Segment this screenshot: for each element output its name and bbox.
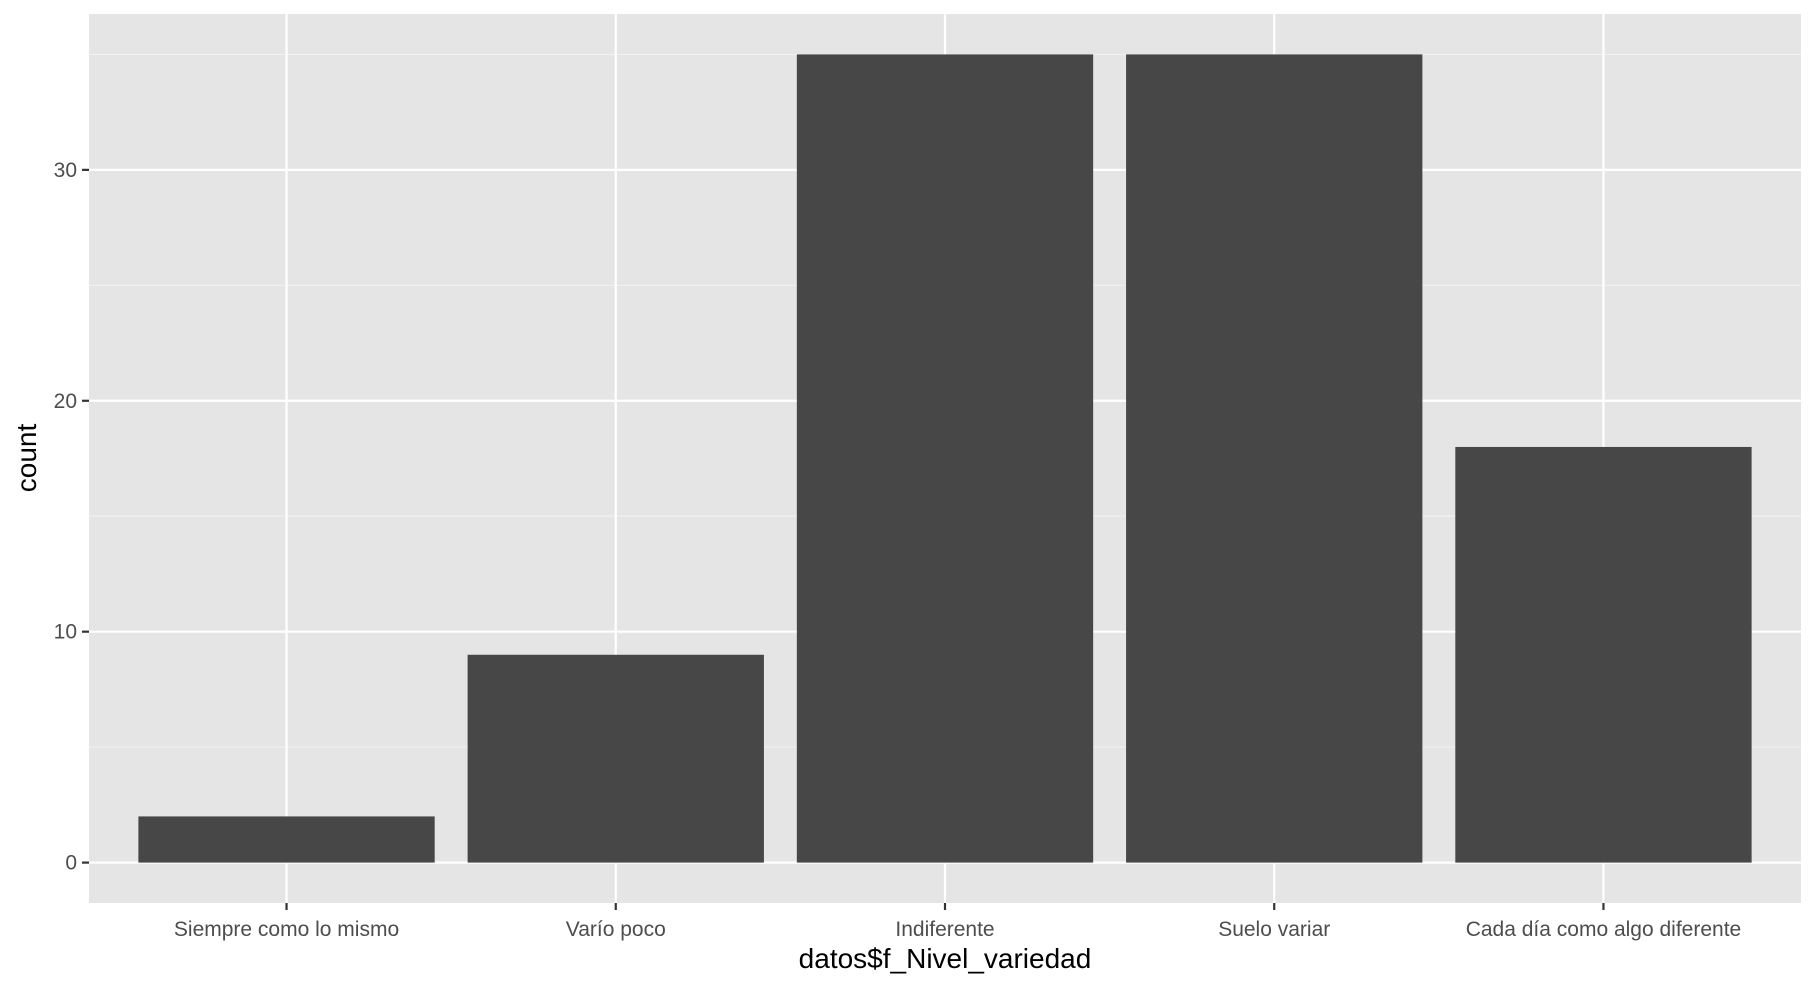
x-axis-title: datos$f_Nivel_variedad: [799, 943, 1092, 974]
bar: [138, 816, 435, 863]
bar: [796, 54, 1094, 863]
x-tick-label: Siempre como lo mismo: [174, 918, 399, 941]
x-tick-label: Varío poco: [566, 918, 666, 941]
bars: [138, 54, 1752, 863]
y-axis: 0 10 20 30: [54, 159, 89, 875]
bar: [1455, 446, 1752, 863]
bar: [1126, 54, 1423, 863]
y-tick-label: 20: [54, 390, 77, 413]
x-tick-label: Cada día como algo diferente: [1466, 918, 1742, 941]
y-tick-label: 30: [54, 159, 77, 182]
x-tick-label: Suelo variar: [1218, 918, 1330, 941]
y-axis-title: count: [11, 424, 42, 493]
x-axis: Siempre como lo mismo Varío poco Indiferen…: [174, 903, 1741, 941]
x-tick-label: Indiferente: [895, 918, 994, 941]
bar: [467, 654, 764, 863]
y-tick-label: 10: [54, 621, 77, 644]
y-tick-label: 0: [65, 852, 77, 875]
